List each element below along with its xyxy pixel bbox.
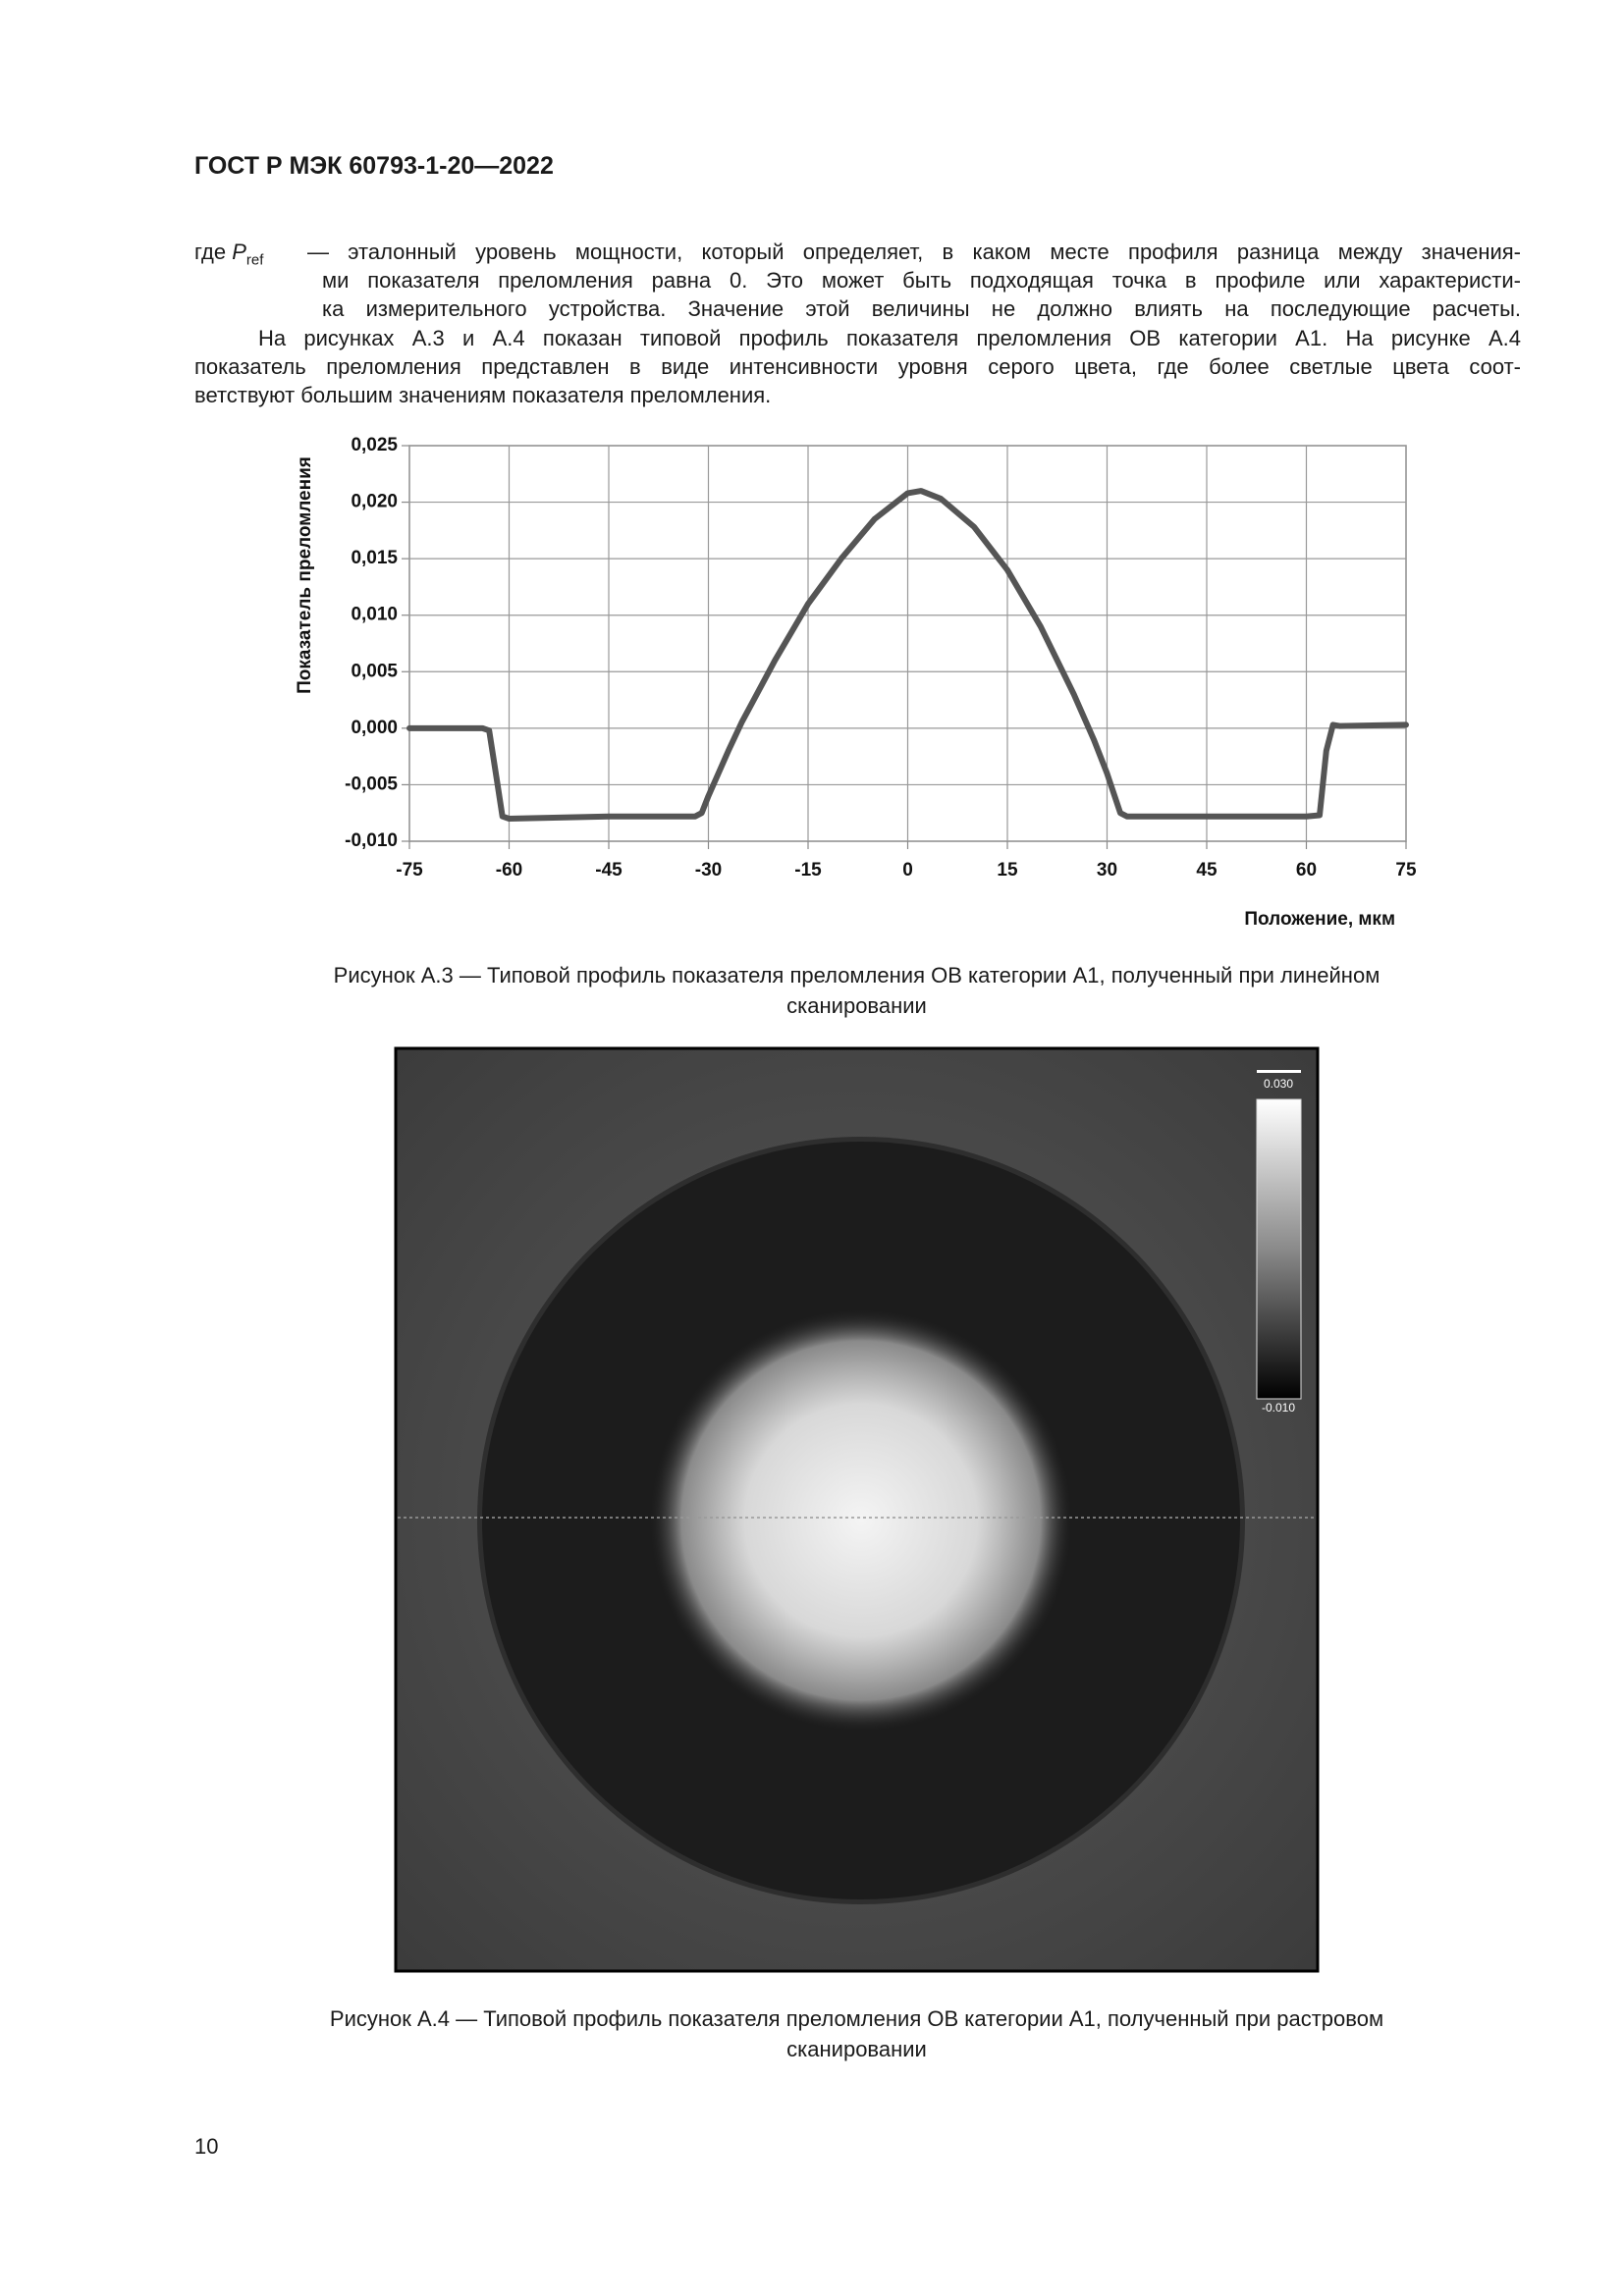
colorbar-top-mark xyxy=(1257,1070,1301,1073)
y-tick-label: 0,020 xyxy=(351,492,398,512)
x-tick-label: 30 xyxy=(1097,860,1117,881)
caption: Рисунок А.3 — Типовой профиль показателя… xyxy=(196,960,1517,1021)
paragraph-line: На рисунках А.3 и А.4 показан типовой пр… xyxy=(258,326,1521,350)
definition-term: где Pref xyxy=(194,238,263,274)
symbol: P xyxy=(232,240,246,264)
y-tick-label: 0,010 xyxy=(351,605,398,625)
y-tick-label: 0,025 xyxy=(351,435,398,455)
header-title: ГОСТ Р МЭК 60793-1-20—2022 xyxy=(194,152,554,180)
x-tick-label: 0 xyxy=(902,860,913,881)
subscript: ref xyxy=(245,251,264,269)
caption: Рисунок А.4 — Типовой профиль показателя… xyxy=(196,2003,1517,2064)
y-tick-label: 0,000 xyxy=(351,718,398,738)
caption-line: сканировании xyxy=(786,2037,927,2061)
definition-line: ми показателя преломления равна 0. Это м… xyxy=(322,268,1521,293)
chart: Показатель преломления Положение, мкм -0… xyxy=(295,435,1417,930)
x-tick-label: -30 xyxy=(695,860,722,881)
x-tick-label: 60 xyxy=(1296,860,1317,881)
colorbar-min: -0.010 xyxy=(1262,1401,1295,1415)
profile-line xyxy=(406,488,1409,822)
definition-line: — эталонный уровень мощности, который оп… xyxy=(307,240,1521,264)
x-tick-label: 45 xyxy=(1196,860,1218,881)
raster-image: 0.030 -0.010 xyxy=(394,1046,1320,1973)
x-axis-label: Положение, мкм xyxy=(1244,909,1395,930)
x-tick-label: 75 xyxy=(1395,860,1417,881)
page-number: 10 xyxy=(194,2134,219,2159)
caption-line: Рисунок А.3 — Типовой профиль показателя… xyxy=(333,963,1380,988)
y-tick-label: 0,015 xyxy=(351,548,398,568)
y-axis-label: Показатель преломления xyxy=(295,456,315,694)
paragraph-line: показатель преломления представлен в вид… xyxy=(194,354,1521,379)
paragraph-line: ветствуют большим значениям показателя п… xyxy=(194,383,772,407)
x-tick-label: -15 xyxy=(794,860,822,881)
x-tick-label: 15 xyxy=(997,860,1018,881)
term: где xyxy=(194,240,227,264)
definition-line: ка измерительного устройства. Значение э… xyxy=(322,296,1521,321)
y-tick-label: -0,010 xyxy=(345,830,398,851)
x-tick-label: -60 xyxy=(496,860,522,881)
y-tick-label: 0,005 xyxy=(351,661,398,681)
caption-line: Рисунок А.4 — Типовой профиль показателя… xyxy=(329,2006,1384,2031)
y-tick-label: -0,005 xyxy=(345,774,398,794)
caption-line: сканировании xyxy=(786,993,927,1018)
colorbar xyxy=(1256,1098,1302,1400)
colorbar-max: 0.030 xyxy=(1264,1077,1293,1091)
x-tick-label: -75 xyxy=(396,860,423,881)
x-tick-label: -45 xyxy=(595,860,623,881)
core xyxy=(650,1309,1072,1732)
